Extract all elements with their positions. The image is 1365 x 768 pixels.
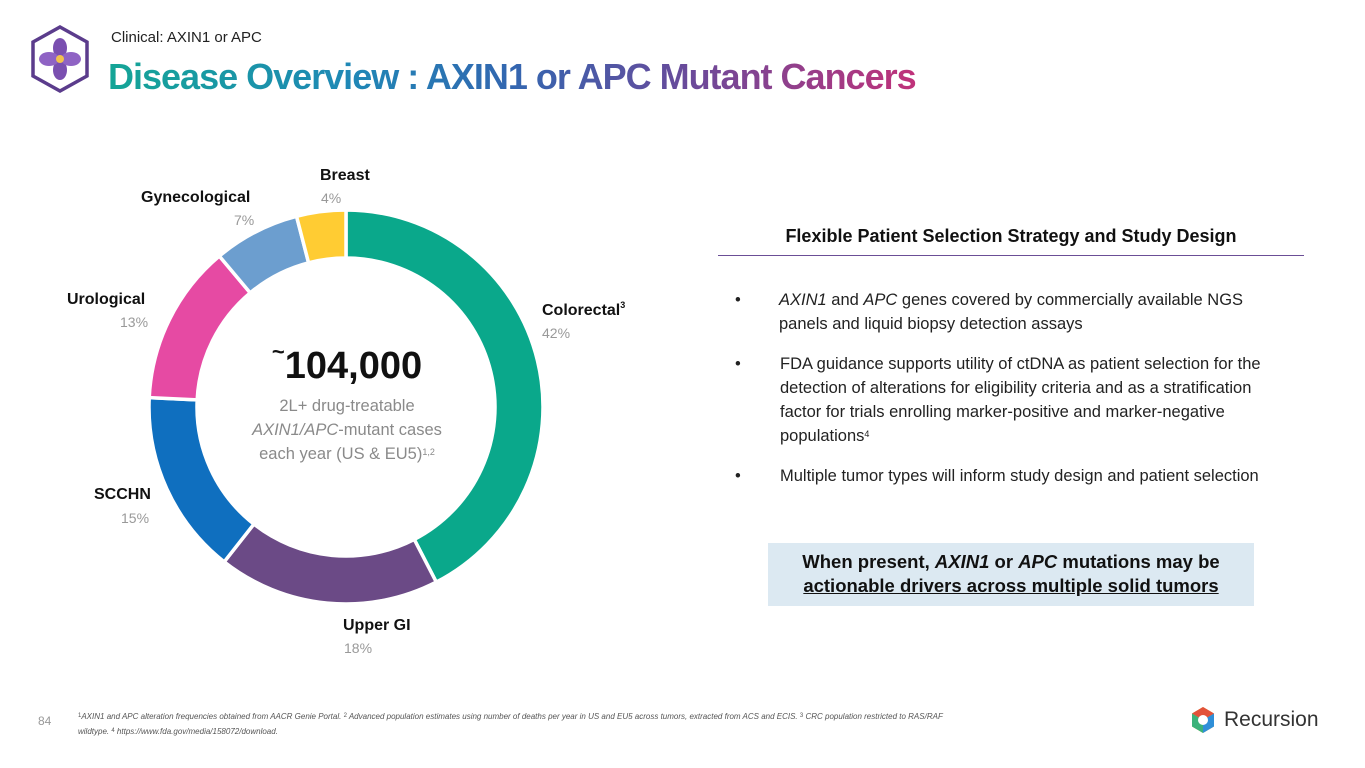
bullet-icon: • <box>735 291 741 309</box>
slice-pct-colorectal: 42% <box>542 325 571 341</box>
panel-title: Flexible Patient Selection Strategy and … <box>785 226 1237 246</box>
slice-pct-scchn: 15% <box>121 510 150 526</box>
donut-slice-breast <box>294 208 348 265</box>
donut-center-description: 2L+ drug-treatable AXIN1/APC-mutant case… <box>252 397 442 463</box>
list-item: • Multiple tumor types will inform study… <box>735 464 1295 488</box>
slice-label-scchn: SCCHN <box>94 486 151 503</box>
donut-slice-upper-gi <box>221 521 439 606</box>
slice-label-breast: Breast <box>320 167 370 184</box>
disease-donut-chart <box>147 208 545 606</box>
recursion-logo-icon <box>1192 707 1214 733</box>
approx-tilde: ~ <box>271 339 285 364</box>
bullet-icon: • <box>735 355 741 373</box>
bullet-icon: • <box>735 467 741 485</box>
slice-pct-upper-gi: 18% <box>344 640 373 656</box>
donut-center-value: ~104,000 <box>271 339 423 387</box>
section-kicker: Clinical: AXIN1 or APC <box>111 29 262 46</box>
slice-label-urological: Urological <box>67 291 146 308</box>
slice-pct-gynecological: 7% <box>234 212 255 228</box>
panel-divider <box>718 255 1304 256</box>
brand-name: Recursion <box>1224 708 1319 731</box>
slice-label-colorectal: Colorectal3 <box>542 300 626 319</box>
slice-label-gynecological: Gynecological <box>141 189 251 206</box>
page-title: Disease Overview : AXIN1 or APC Mutant C… <box>108 56 917 97</box>
key-takeaway-callout: When present, AXIN1 or APC mutations may… <box>768 543 1254 606</box>
slice-label-upper-gi: Upper GI <box>343 617 411 634</box>
strategy-bullet-list: • AXIN1 and APC genes covered by commerc… <box>735 288 1295 504</box>
program-logo-icon <box>31 25 89 93</box>
slice-pct-breast: 4% <box>321 190 342 206</box>
colorectal-superscript: 3 <box>620 300 626 310</box>
footnotes: 1AXIN1 and APC alteration frequencies ob… <box>78 712 943 736</box>
slice-pct-urological: 13% <box>120 314 149 330</box>
list-item: • FDA guidance supports utility of ctDNA… <box>735 352 1295 448</box>
donut-slice-colorectal <box>344 208 545 585</box>
list-item: • AXIN1 and APC genes covered by commerc… <box>735 288 1295 336</box>
page-number: 84 <box>38 714 52 728</box>
